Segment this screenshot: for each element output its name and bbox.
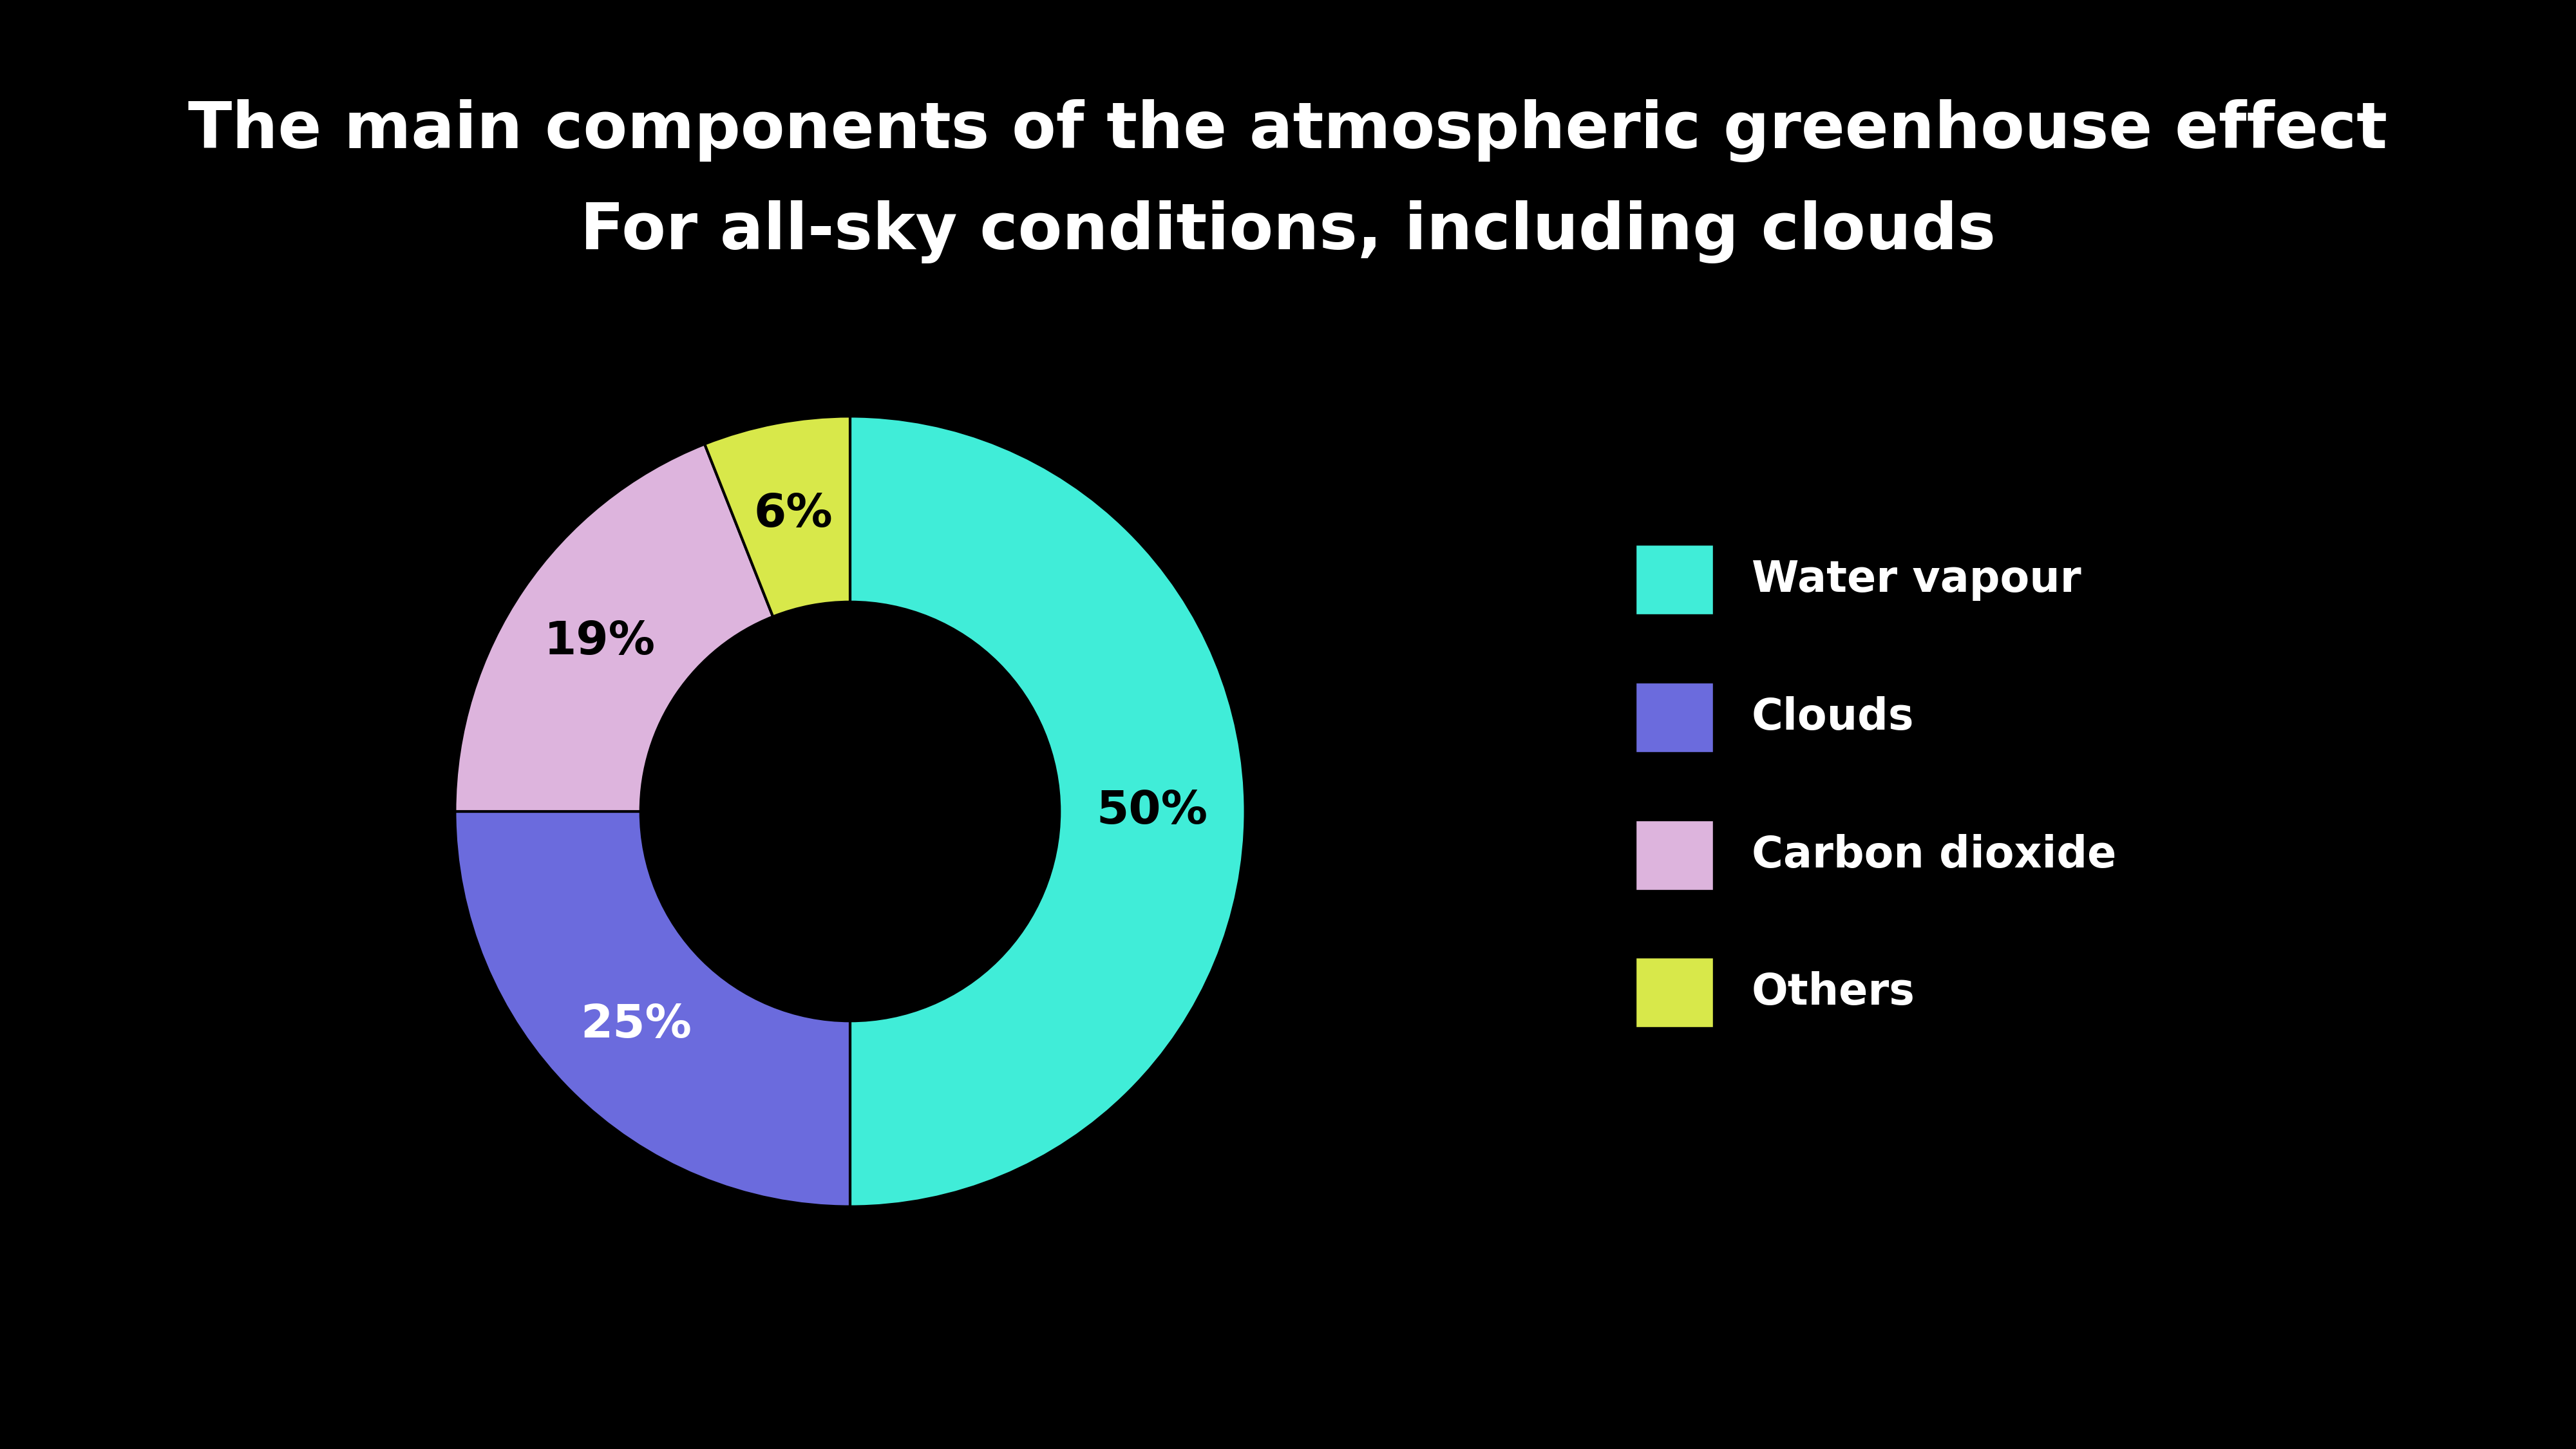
Text: 19%: 19% [544,619,657,664]
Text: 6%: 6% [755,493,832,536]
Wedge shape [706,416,850,617]
Text: Others: Others [1752,971,1914,1014]
Text: Carbon dioxide: Carbon dioxide [1752,833,2117,877]
Text: The main components of the atmospheric greenhouse effect: The main components of the atmospheric g… [188,99,2388,162]
Wedge shape [456,811,850,1207]
Text: 25%: 25% [580,1003,693,1048]
Wedge shape [456,443,773,811]
Wedge shape [850,416,1244,1207]
Text: 50%: 50% [1097,790,1208,833]
Text: Clouds: Clouds [1752,696,1914,739]
Text: For all-sky conditions, including clouds: For all-sky conditions, including clouds [580,200,1996,264]
Text: Water vapour: Water vapour [1752,558,2081,601]
